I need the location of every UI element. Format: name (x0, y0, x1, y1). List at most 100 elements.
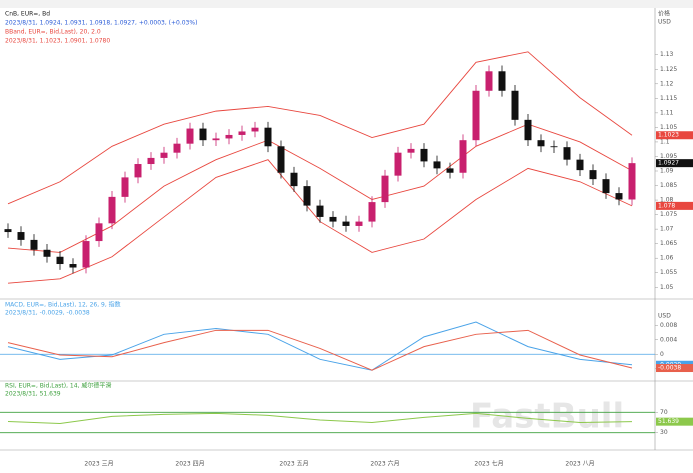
macd-title: MACD, EUR=, Bid,Last), 12, 26, 9, 指数 (5, 301, 121, 309)
price-tag (656, 364, 693, 373)
watermark: FastBull (470, 397, 624, 437)
macd-subtitle: 2023/8/31, -0.0029, -0.0038 (5, 310, 90, 317)
candle-body (56, 256, 64, 265)
top-bar (0, 0, 693, 8)
candle-body (433, 161, 441, 169)
x-tick-label: 2023 三月 (84, 461, 113, 468)
candle-body (537, 140, 545, 147)
bollinger-upper (7, 51, 633, 205)
candle-body (459, 140, 467, 173)
candle-body (446, 168, 454, 173)
candle-body (394, 152, 402, 176)
indicator-title: BBand, EUR=, Bid,Last), 20, 2.0 (5, 29, 101, 36)
y-tick-label: 1.06 (660, 255, 674, 262)
candle-body (563, 147, 571, 160)
candle-body (134, 164, 142, 178)
candle-body (225, 134, 233, 139)
candle-body (342, 221, 350, 226)
y-tick-label: 1.105 (660, 124, 677, 131)
y-tick-label: 1.095 (660, 153, 677, 160)
candle-body (602, 179, 610, 194)
candle-body (277, 146, 285, 173)
y-tick-label: 0.008 (660, 322, 677, 329)
candle-body (108, 196, 116, 224)
price-tag (656, 201, 693, 210)
y-label: 价格 (658, 10, 670, 18)
macd-unit: USD (658, 313, 671, 320)
y-tick-label: 1.13 (660, 51, 674, 58)
candle-body (329, 216, 337, 222)
candle-body (368, 202, 376, 222)
candle-body (173, 143, 181, 153)
candle-body (420, 148, 428, 162)
candle-body (30, 239, 38, 250)
x-tick-label: 2023 五月 (279, 461, 308, 468)
candle-body (147, 157, 155, 165)
x-tick-label: 2023 七月 (474, 460, 503, 468)
candle-body (160, 152, 168, 158)
candle-body (251, 127, 259, 132)
price-tag-label: 1.078 (658, 202, 675, 209)
candle-body (82, 241, 90, 268)
y-tick-label: 1.09 (660, 168, 674, 175)
main-subtitle: 2023/8/31, 1.0924, 1.0931, 1.0918, 1.092… (5, 20, 197, 27)
y-tick-label: 1.115 (660, 95, 677, 102)
candle-body (485, 71, 493, 91)
y-tick-label: 1.11 (660, 109, 674, 116)
y-tick-label: 1.125 (660, 66, 677, 73)
candle-body (199, 128, 207, 141)
y-tick-label: 1.08 (660, 197, 674, 204)
candle-body (524, 119, 532, 141)
price-tag-label: -0.0038 (658, 365, 681, 372)
price-tag-label: 51.639 (658, 418, 679, 425)
candle-body (511, 90, 519, 120)
candle-body (238, 131, 246, 135)
rsi-subtitle: 2023/8/31, 51.639 (5, 391, 61, 398)
candle-body (576, 159, 584, 171)
y-tick-label: 1.055 (660, 269, 677, 276)
candle-body (381, 175, 389, 203)
y-tick-label: 1.12 (660, 80, 674, 87)
y-tick-label: 1.085 (660, 182, 677, 189)
indicator-line (7, 412, 633, 425)
candle-body (407, 148, 415, 153)
y-tick-label: 1.065 (660, 240, 677, 247)
y-tick-label: 1.1 (660, 138, 670, 145)
candle-body (498, 71, 506, 91)
candle-body (121, 177, 129, 197)
y-tick-label: 1.05 (660, 284, 674, 291)
candle-body (290, 172, 298, 187)
price-tag-label: 1.0927 (658, 160, 679, 167)
indicator-values: 2023/8/31, 1.1023, 1.0901, 1.0780 (5, 38, 110, 45)
price-tag-label: 1.1023 (658, 132, 679, 139)
y-tick-label: 0.004 (660, 336, 677, 343)
y-tick-label: 30 (660, 429, 668, 436)
candle-body (43, 249, 51, 257)
indicator-line (7, 321, 633, 371)
y-tick-label: 0 (660, 351, 664, 358)
candle-body (69, 264, 77, 268)
y-tick-label: 70 (660, 409, 668, 416)
unit-label: USD (658, 19, 671, 26)
candle-body (316, 205, 324, 217)
candle-body (355, 221, 363, 226)
candle-body (589, 170, 597, 180)
indicator-line (7, 329, 633, 371)
rsi-title: RSI, EUR=, Bid,Last), 14, 威尔德平滑 (5, 382, 111, 390)
candle-body (95, 223, 103, 242)
price-tag (656, 417, 693, 426)
candle-body (264, 127, 272, 147)
y-tick-label: 1.07 (660, 226, 674, 233)
candle-body (186, 128, 194, 144)
candle-body (628, 163, 636, 200)
candle-body (472, 90, 480, 141)
candle-body (17, 232, 25, 240)
x-tick-label: 2023 六月 (370, 460, 399, 468)
x-tick-label: 2023 四月 (175, 461, 204, 468)
y-tick-label: 1.075 (660, 211, 677, 218)
candle-body (212, 138, 220, 141)
candle-body (4, 229, 12, 233)
price-tag (656, 131, 693, 140)
